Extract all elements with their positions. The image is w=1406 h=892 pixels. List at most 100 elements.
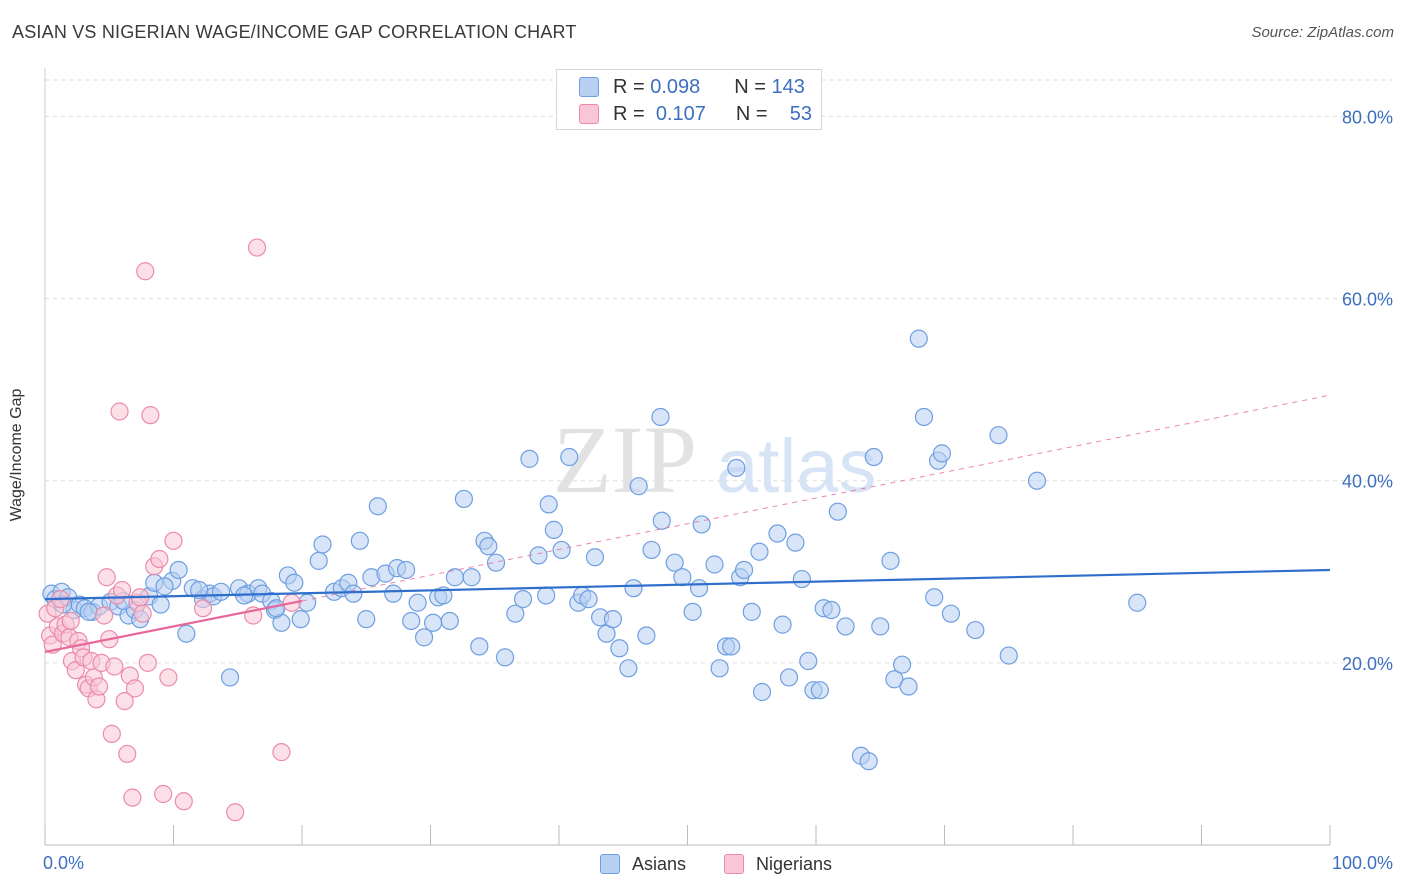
asian-point	[610, 639, 629, 658]
legend-row-asians: R = 0.098 N = 143	[579, 75, 805, 99]
asian-point	[989, 426, 1008, 445]
asian-point	[486, 553, 506, 572]
asian-point	[440, 611, 459, 631]
asian-point	[520, 449, 539, 468]
asian-point	[1027, 471, 1047, 490]
asian-point	[495, 648, 515, 667]
asian-point	[710, 659, 729, 678]
asian-point	[408, 593, 427, 612]
legend-r-value: 0.107	[655, 102, 706, 125]
asian-point	[479, 537, 498, 556]
asian-point	[885, 670, 904, 689]
asian-point	[689, 579, 709, 598]
asian-point	[402, 611, 421, 631]
asian-point	[313, 535, 332, 554]
asian-point	[966, 620, 985, 640]
asian-point	[734, 560, 754, 580]
nigerian-point	[272, 743, 291, 762]
bottom-legend-label-nigerians: Nigerians	[756, 853, 833, 874]
grid-layer	[45, 79, 1392, 664]
asian-point	[999, 646, 1018, 665]
asian-point	[722, 637, 741, 656]
bottom-legend-asians: Asians	[600, 852, 686, 876]
asian-point	[445, 568, 465, 587]
asian-point	[513, 590, 533, 609]
asian-point	[560, 447, 579, 467]
nigerian-point	[226, 803, 245, 822]
asian-point	[169, 560, 188, 580]
nigerian-trend-extrapolation	[301, 394, 1331, 602]
asian-point	[454, 489, 474, 509]
nigerian-point	[174, 792, 193, 811]
asian-point	[914, 407, 934, 427]
bottom-legend-nigerians: Nigerians	[724, 852, 832, 876]
asian-point	[357, 610, 376, 629]
watermark: ZIP atlas	[553, 406, 877, 513]
y-tick-label: 80.0%	[1342, 107, 1393, 127]
asian-point	[864, 447, 883, 467]
nigerian-point	[61, 611, 80, 631]
asian-point	[552, 540, 571, 560]
asian-point	[291, 610, 310, 629]
asian-point	[665, 553, 684, 572]
nigerian-point	[115, 692, 134, 711]
asian-point	[727, 458, 746, 478]
nigerian-point	[102, 724, 121, 743]
asian-point	[932, 444, 952, 463]
y-tick-label: 60.0%	[1342, 290, 1393, 310]
asian-point	[151, 595, 170, 614]
asian-point	[692, 515, 711, 534]
nigerian-point	[112, 580, 132, 600]
legend-swatch-asians	[579, 77, 599, 97]
asian-point	[309, 551, 328, 570]
asian-point	[462, 568, 481, 587]
asian-point	[619, 659, 638, 678]
asian-point	[539, 495, 558, 514]
nigerian-point	[118, 744, 137, 764]
asian-point	[750, 542, 769, 561]
asian-point	[786, 533, 805, 552]
asian-point	[871, 617, 890, 636]
asian-point	[779, 668, 799, 687]
nigerian-point	[154, 784, 173, 804]
nigerian-point	[97, 568, 116, 587]
nigerian-point	[138, 653, 157, 672]
asian-point	[828, 502, 847, 521]
tick-label-layer: 20.0% 40.0% 60.0% 80.0% 0.0% 100.0%	[43, 107, 1393, 873]
asian-point	[470, 637, 489, 656]
asian-point	[384, 584, 403, 603]
asian-point	[529, 546, 548, 565]
x-tick-label: 100.0%	[1332, 853, 1393, 873]
nigerian-point	[141, 406, 160, 425]
chart-title: ASIAN VS NIGERIAN WAGE/INCOME GAP CORREL…	[12, 22, 577, 42]
x-tick-label: 0.0%	[43, 853, 84, 873]
bottom-legend-swatch-nigerians	[724, 854, 744, 874]
asian-point	[742, 602, 761, 621]
asian-point	[941, 604, 961, 623]
nigerian-point	[110, 402, 129, 421]
bottom-legend-label-asians: Asians	[632, 853, 687, 874]
asian-point	[822, 600, 841, 620]
asian-point	[350, 531, 369, 550]
nigerian-point	[95, 606, 114, 625]
asian-point	[220, 668, 240, 687]
trend-layer	[44, 394, 1331, 654]
asian-point	[190, 580, 209, 600]
asian-point	[705, 555, 724, 574]
asian-point	[642, 540, 661, 560]
legend-n-label: N =	[735, 102, 768, 125]
chart-source: Source: ZipAtlas.com	[1251, 24, 1394, 41]
asian-point	[624, 579, 643, 598]
asian-point	[79, 602, 98, 621]
asian-point	[537, 586, 556, 605]
asian-point	[683, 602, 702, 621]
nigerian-point	[247, 238, 267, 257]
asian-point	[396, 560, 416, 580]
asian-point	[629, 477, 648, 496]
axis-layer	[44, 68, 1331, 846]
asian-trend-line	[44, 568, 1331, 601]
asian-point	[651, 407, 670, 427]
asian-point	[177, 624, 196, 643]
asian-point	[579, 590, 598, 609]
asian-point	[285, 573, 304, 592]
